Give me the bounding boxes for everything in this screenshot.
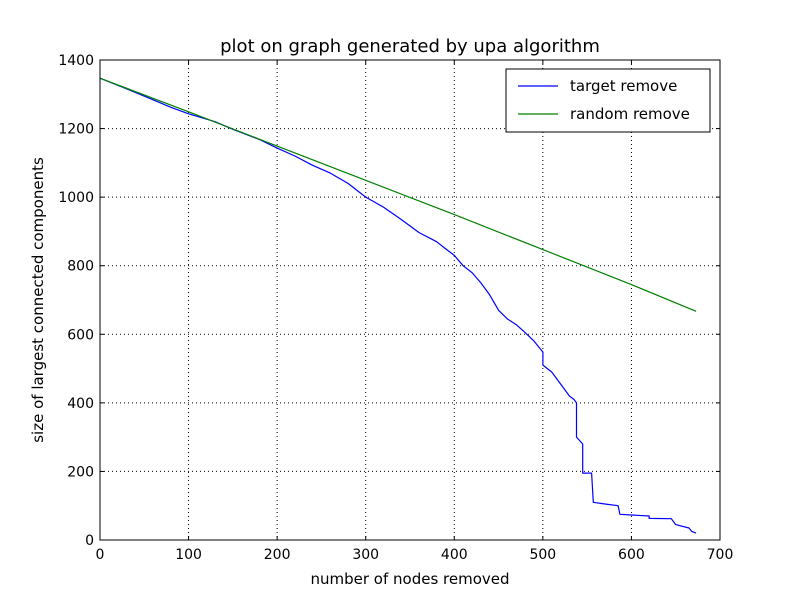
x-axis-label: number of nodes removed — [310, 570, 509, 588]
x-tick-label: 0 — [96, 547, 105, 563]
legend-label-1: random remove — [570, 105, 690, 123]
y-axis-label: size of largest connected components — [29, 157, 47, 443]
x-tick-label: 100 — [175, 547, 202, 563]
chart-title: plot on graph generated by upa algorithm — [220, 36, 600, 57]
y-tick-label: 1000 — [58, 190, 94, 206]
x-tick-label: 600 — [618, 547, 645, 563]
axis-ticks: 0 100 200 300 400 500 600 700 0 200 400 600 800 1000 1… — [58, 53, 733, 563]
legend-label-0: target remove — [570, 77, 677, 95]
legend-box — [505, 68, 711, 133]
x-tick-label: 700 — [707, 547, 734, 563]
y-tick-label: 600 — [67, 327, 94, 343]
legend: target remove random remove — [505, 68, 711, 133]
y-tick-label: 1400 — [58, 53, 94, 69]
series-line-0 — [99, 77, 697, 534]
x-tick-label: 500 — [529, 547, 556, 563]
y-tick-label: 1200 — [58, 122, 94, 138]
y-tick-label: 400 — [67, 396, 94, 412]
series-line-1 — [99, 77, 697, 312]
x-tick-label: 400 — [441, 547, 468, 563]
y-tick-label: 0 — [85, 533, 94, 549]
x-tick-label: 200 — [264, 547, 291, 563]
plot-area-frame — [99, 59, 721, 541]
y-tick-label: 800 — [67, 259, 94, 275]
y-tick-label: 200 — [67, 464, 94, 480]
series-layer — [99, 77, 697, 534]
x-tick-label: 300 — [352, 547, 379, 563]
